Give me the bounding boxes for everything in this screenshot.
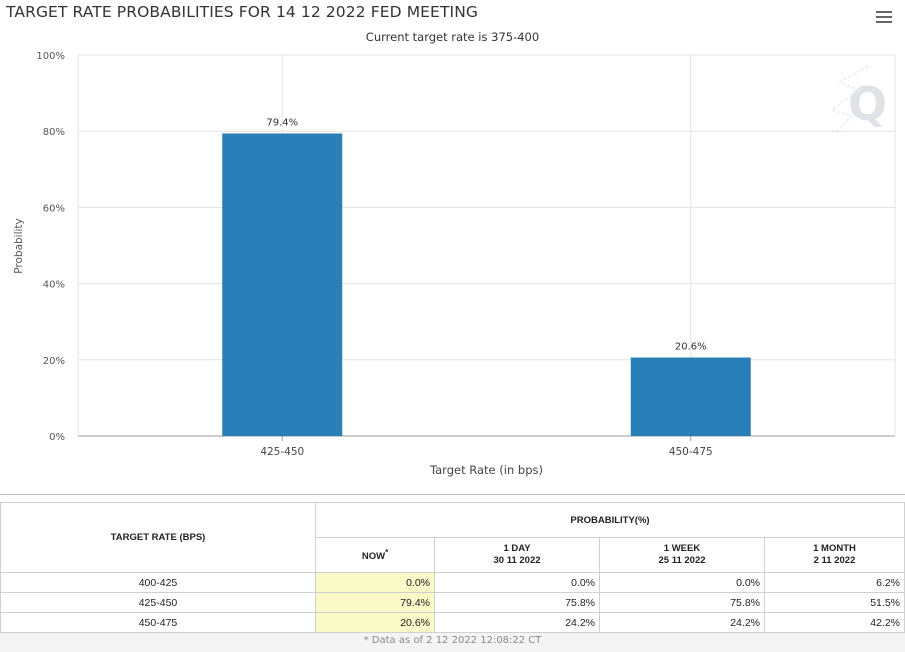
one-day-label: 1 DAY [503, 543, 531, 554]
table-row: 400-425 0.0% 0.0% 0.0% 6.2% [0, 572, 905, 593]
bar [630, 357, 751, 436]
bar-data-label: 20.6% [675, 342, 707, 353]
chart-subtitle: Current target rate is 375-400 [365, 30, 540, 44]
y-tick-label: 0% [49, 432, 65, 443]
y-axis-title: Probability [13, 218, 25, 274]
y-tick-label: 40% [43, 280, 65, 291]
q-logo-icon: Q [829, 65, 887, 133]
day-cell: 24.2% [434, 612, 600, 633]
one-month-label: 1 MONTH [813, 543, 856, 554]
now-cell: 79.4% [315, 592, 435, 613]
probability-table: TARGET RATE (BPS) PROBABILITY(%) NOW* 1 … [0, 502, 905, 633]
table-row: 425-450 79.4% 75.8% 75.8% 51.5% [0, 592, 905, 613]
chart-panel: 0% 20% 40% 60% 80% 100% 79.4% 425-450 20.6% 450-4… [0, 3, 905, 495]
table-row: 450-475 20.6% 24.2% 24.2% 42.2% [0, 612, 905, 633]
now-header: NOW* [315, 537, 435, 573]
y-tick-label: 80% [43, 127, 65, 138]
week-cell: 0.0% [599, 572, 765, 593]
y-tick-label: 60% [43, 203, 65, 214]
one-month-date: 2 11 2022 [813, 555, 856, 566]
month-cell: 51.5% [764, 592, 905, 613]
one-week-header: 1 WEEK 25 11 2022 [599, 537, 765, 573]
one-week-label: 1 WEEK [663, 543, 701, 554]
y-tick-label: 20% [43, 356, 65, 367]
week-cell: 75.8% [599, 592, 765, 613]
now-label: NOW [361, 551, 386, 563]
day-cell: 0.0% [434, 572, 600, 593]
month-cell: 42.2% [764, 612, 905, 633]
day-cell: 75.8% [434, 592, 600, 613]
hamburger-menu-icon[interactable] [876, 11, 892, 25]
probability-table-section: TARGET RATE (BPS) PROBABILITY(%) NOW* 1 … [0, 502, 905, 652]
week-cell: 24.2% [599, 612, 765, 633]
month-cell: 6.2% [764, 572, 905, 593]
svg-text:Q: Q [848, 77, 887, 131]
rate-cell: 425-450 [0, 592, 316, 613]
chart-title: TARGET RATE PROBABILITIES FOR 14 12 2022… [6, 3, 478, 21]
y-tick-label: 100% [36, 51, 65, 62]
rate-cell: 450-475 [0, 612, 316, 633]
data-timestamp-footnote: * Data as of 2 12 2022 12:08:22 CT [0, 633, 905, 652]
rate-cell: 400-425 [0, 572, 316, 593]
now-asterisk: * [385, 547, 389, 557]
x-axis-title: Target Rate (in bps) [429, 463, 543, 477]
bar-data-label: 79.4% [266, 117, 298, 128]
x-tick-label: 450-475 [669, 446, 713, 458]
probability-header: PROBABILITY(%) [315, 502, 905, 538]
now-cell: 0.0% [315, 572, 435, 593]
one-month-header: 1 MONTH 2 11 2022 [764, 537, 905, 573]
one-day-header: 1 DAY 30 11 2022 [434, 537, 600, 573]
x-tick-label: 425-450 [260, 446, 304, 458]
bar-chart: 0% 20% 40% 60% 80% 100% 79.4% 425-450 20.6% 450-4… [13, 51, 896, 477]
target-rate-header: TARGET RATE (BPS) [0, 502, 316, 573]
now-cell: 20.6% [315, 612, 435, 633]
bar [222, 133, 343, 436]
one-week-date: 25 11 2022 [658, 555, 706, 566]
one-day-date: 30 11 2022 [493, 555, 541, 566]
